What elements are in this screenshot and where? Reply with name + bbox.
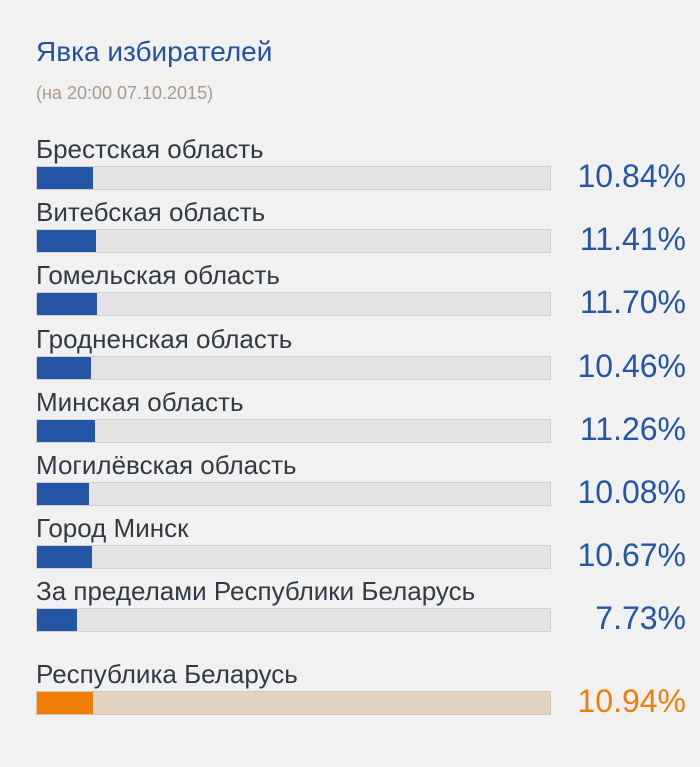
turnout-percent: 10.46% (577, 347, 686, 384)
progress-fill (37, 167, 93, 189)
region-row: Брестская область 10.84% (36, 134, 686, 196)
region-label: Минская область (36, 386, 244, 417)
region-row: Витебская область 11.41% (36, 197, 686, 259)
turnout-percent: 10.94% (577, 683, 686, 719)
progress-track (36, 229, 551, 254)
turnout-percent: 10.08% (577, 474, 686, 510)
progress-track (36, 292, 551, 317)
turnout-percent: 11.70% (579, 284, 686, 321)
region-label: Брестская область (36, 134, 264, 164)
progress-fill (37, 356, 91, 379)
chart-title: Явка избирателей (36, 36, 273, 67)
progress-track (36, 608, 551, 633)
region-row: Город Минск 10.67% (36, 513, 686, 575)
turnout-percent: 11.41% (579, 221, 686, 258)
progress-track (36, 166, 551, 190)
turnout-percent: 11.26% (579, 410, 686, 447)
progress-fill (37, 483, 89, 505)
progress-fill (37, 293, 98, 316)
region-label: Витебская область (36, 197, 266, 228)
progress-track (36, 418, 551, 443)
region-row: Гродненская область 10.46% (36, 324, 686, 386)
progress-fill (37, 692, 94, 714)
progress-track (36, 691, 551, 715)
progress-fill (37, 546, 92, 569)
region-label: Могилёвская область (36, 450, 297, 480)
region-label: Гродненская область (36, 323, 293, 354)
progress-track (36, 545, 551, 570)
region-label: Город Минск (36, 513, 189, 544)
total-row: Республика Беларусь 10.94% (36, 659, 686, 721)
turnout-percent: 7.73% (595, 600, 686, 637)
region-label: Республика Беларусь (36, 659, 298, 689)
region-row: За пределами Республики Беларусь 7.73% (36, 576, 686, 638)
progress-track (36, 355, 551, 380)
progress-track (36, 482, 551, 506)
progress-fill (37, 230, 96, 253)
chart-subtitle: (на 20:00 07.10.2015) (36, 83, 214, 103)
region-label: Гомельская область (36, 260, 280, 291)
turnout-percent: 10.67% (577, 537, 686, 574)
progress-fill (37, 419, 95, 442)
region-label: За пределами Республики Беларусь (36, 576, 476, 607)
turnout-percent: 10.84% (577, 158, 686, 194)
region-row: Минская область 11.26% (36, 387, 686, 449)
region-row: Могилёвская область 10.08% (36, 450, 686, 512)
progress-fill (37, 609, 77, 632)
region-row: Гомельская область 11.70% (36, 260, 686, 322)
